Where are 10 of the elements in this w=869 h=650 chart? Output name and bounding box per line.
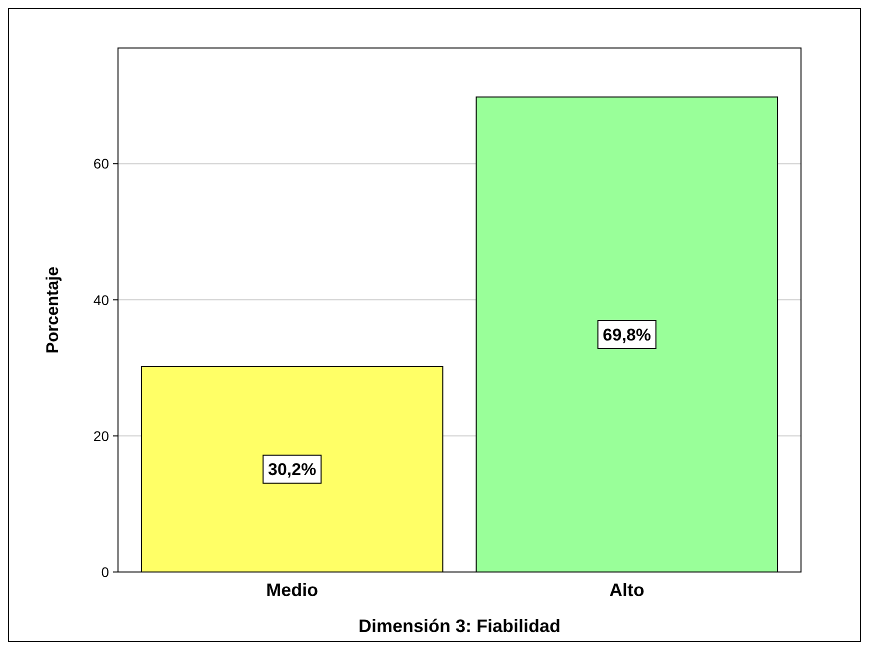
x-tick-label: Medio	[266, 580, 318, 600]
x-axis-title: Dimensión 3: Fiabilidad	[358, 616, 561, 636]
y-tick-label: 0	[101, 564, 110, 580]
y-axis-title: Porcentaje	[43, 266, 62, 354]
y-tick-label: 20	[93, 428, 110, 444]
data-label: 69,8%	[602, 326, 652, 344]
y-tick-label: 40	[93, 292, 110, 308]
data-label: 30,2%	[268, 460, 316, 480]
x-tick-label: Alto	[609, 580, 644, 600]
y-tick-label: 60	[93, 156, 110, 172]
